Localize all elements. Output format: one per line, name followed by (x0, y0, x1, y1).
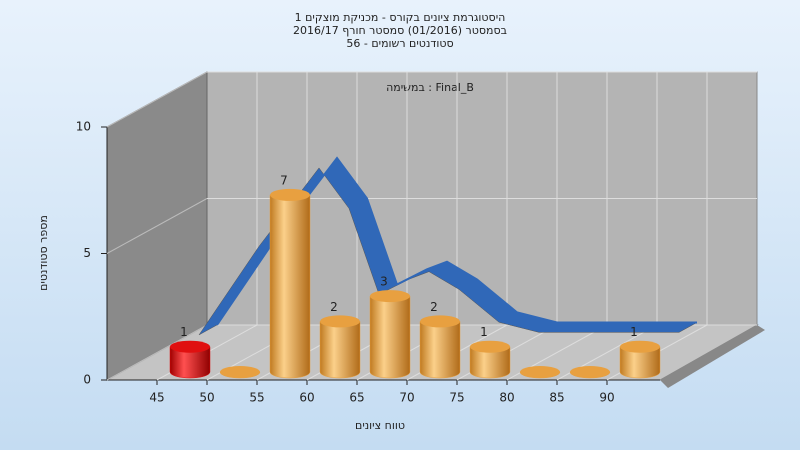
bar-part (620, 340, 660, 353)
bar-part (570, 366, 610, 378)
bar-part (169, 346, 211, 379)
bar (319, 315, 361, 379)
bar (369, 290, 411, 379)
floor-edge (660, 325, 765, 388)
x-tick-label: 90 (599, 391, 614, 405)
value-label: 1 (630, 325, 638, 339)
bar (269, 188, 311, 379)
x-tick-label: 65 (349, 391, 364, 405)
bar-part (619, 346, 661, 379)
bar-part (370, 290, 410, 303)
value-label: 2 (330, 300, 338, 314)
grid-line (106, 71, 208, 128)
curve-line (216, 156, 697, 326)
y-tick-label: 0 (83, 373, 91, 387)
bar-part (469, 346, 511, 379)
title-line: היסטוגרמת ציונים בקורס - מכניקת מוצקים 1 (295, 11, 506, 24)
value-label: 7 (280, 173, 288, 187)
x-tick-label: 50 (199, 391, 214, 405)
bar-part (470, 340, 510, 353)
bar-part (170, 340, 210, 353)
grid-line (106, 198, 208, 254)
bar (169, 340, 211, 379)
bar (619, 340, 661, 379)
bar-part (270, 188, 310, 201)
bar (419, 315, 461, 379)
bar-part (419, 321, 461, 379)
annotation: Final_B : במשימה (386, 81, 474, 94)
x-tick-label: 80 (499, 391, 514, 405)
bar (519, 366, 561, 379)
x-tick-label: 70 (399, 391, 414, 405)
bar-part (319, 321, 361, 379)
grid-line (106, 324, 208, 381)
title-line: סטודנטים רשומים - 56 (346, 37, 453, 50)
bar (219, 366, 261, 379)
x-tick-label: 45 (149, 391, 164, 405)
x-tick-label: 75 (449, 391, 464, 405)
bar-part (320, 315, 360, 328)
x-axis-title: טווח ציונים (355, 419, 405, 432)
x-tick-label: 85 (549, 391, 564, 405)
bar-part (520, 366, 560, 378)
bar-part (420, 315, 460, 328)
bar-part (220, 366, 260, 378)
y-tick-label: 10 (76, 120, 91, 134)
x-tick-label: 55 (249, 391, 264, 405)
bar-part (369, 295, 411, 379)
bar (569, 366, 611, 379)
value-label: 3 (380, 275, 388, 289)
bar-part (269, 194, 311, 379)
x-tick-label: 60 (299, 391, 314, 405)
value-label: 1 (480, 325, 488, 339)
bar (469, 340, 511, 379)
value-label: 2 (430, 300, 438, 314)
y-tick-label: 5 (83, 246, 91, 260)
y-axis-title: מספר סטודנטים (37, 215, 50, 291)
value-label: 1 (180, 325, 188, 339)
title-line: בסמסטר (01/2016) סמסטר חורף 2016/17 (293, 24, 507, 37)
